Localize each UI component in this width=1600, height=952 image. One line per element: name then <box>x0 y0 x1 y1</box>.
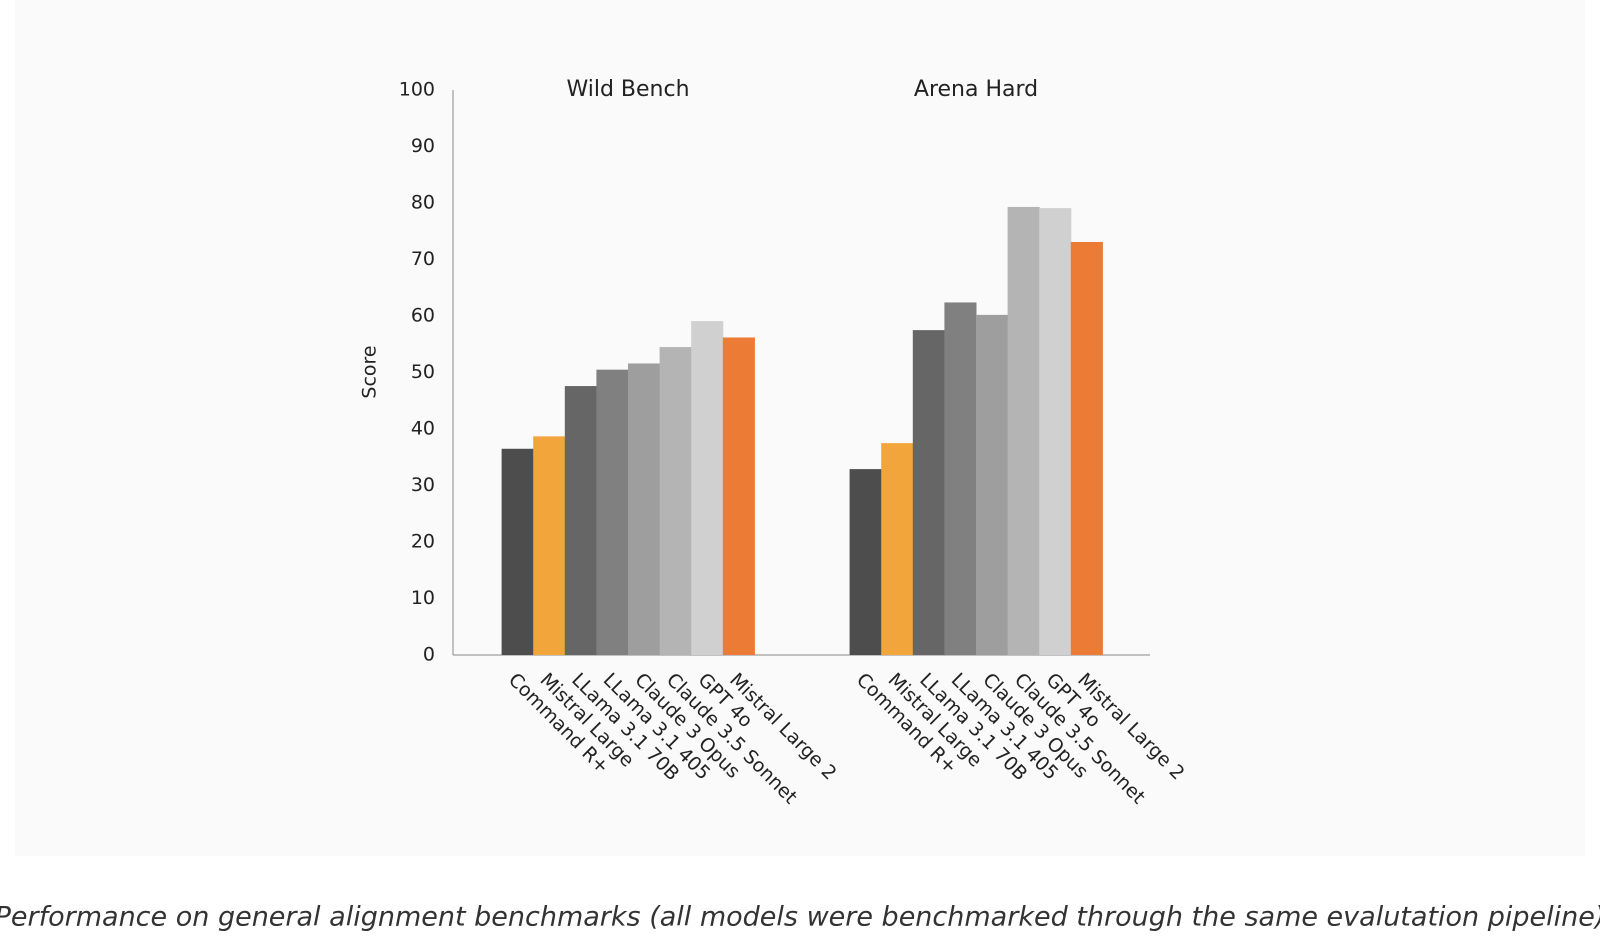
bar <box>659 347 692 655</box>
y-tick-label: 60 <box>411 305 435 327</box>
bar <box>912 330 945 655</box>
y-tick-label: 90 <box>411 135 435 157</box>
y-tick-label: 30 <box>411 474 435 496</box>
bar <box>501 448 534 655</box>
y-axis-label: Score <box>359 345 381 398</box>
bar <box>722 337 755 655</box>
group-title: Wild Bench <box>566 77 689 102</box>
bar <box>1039 208 1072 655</box>
y-tick-label: 50 <box>411 361 435 383</box>
y-tick-label: 10 <box>411 587 435 609</box>
bar <box>1070 241 1103 656</box>
bar <box>628 363 661 655</box>
bar <box>1007 206 1040 655</box>
bar <box>976 314 1009 655</box>
group-title: Arena Hard <box>914 77 1038 102</box>
y-tick-label: 20 <box>411 531 435 553</box>
y-tick-label: 40 <box>411 418 435 440</box>
caption: Performance on general alignment benchma… <box>0 902 1600 933</box>
bar <box>691 321 724 655</box>
y-tick-label: 70 <box>411 248 435 270</box>
bar <box>533 436 566 655</box>
y-tick-label: 0 <box>423 644 435 666</box>
y-tick-label: 80 <box>411 192 435 214</box>
bar <box>881 443 914 655</box>
chart-background <box>15 0 1585 856</box>
bar <box>944 302 977 655</box>
bar <box>596 369 629 655</box>
bar <box>564 386 597 655</box>
bar <box>849 469 882 655</box>
y-tick-label: 100 <box>399 79 435 101</box>
